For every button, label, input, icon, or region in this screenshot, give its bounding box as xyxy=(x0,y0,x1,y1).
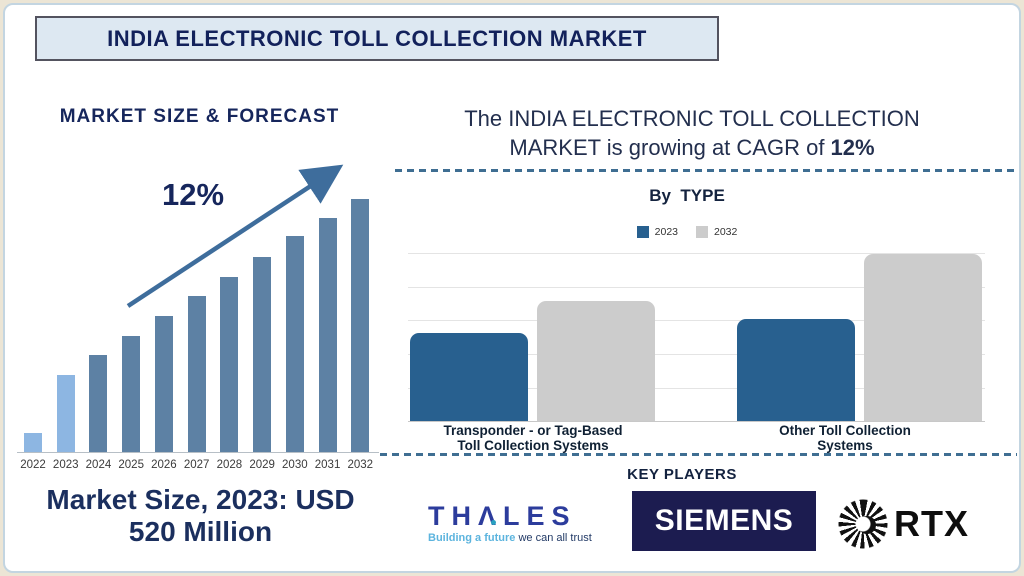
forecast-year-label-2031: 2031 xyxy=(314,459,341,471)
forecast-year-label-2025: 2025 xyxy=(118,459,144,471)
legend-item-2032: 2032 xyxy=(696,226,737,238)
forecast-bar-chart xyxy=(17,198,387,452)
legend-item-2023: 2023 xyxy=(636,226,678,238)
forecast-bar-2032 xyxy=(351,199,370,452)
rtx-core-icon xyxy=(858,516,876,534)
forecast-bar-2030 xyxy=(285,236,304,452)
bytype-bar-2023-group1 xyxy=(410,333,528,421)
gridline xyxy=(408,287,985,288)
category-label-other-line1: Other Toll Collection xyxy=(779,423,911,438)
forecast-bar-2023 xyxy=(56,375,75,452)
forecast-bar-2026 xyxy=(154,316,173,452)
forecast-year-label-2023: 2023 xyxy=(52,459,79,471)
by-type-bar-chart xyxy=(408,253,985,422)
legend-swatch-2023 xyxy=(636,226,649,238)
cagr-statement: The INDIA ELECTRONIC TOLL COLLECTION MAR… xyxy=(402,104,982,162)
dashed-divider-bottom xyxy=(380,453,1017,456)
market-size-caption: Market Size, 2023: USD 520 Million xyxy=(13,484,388,548)
bytype-bar-2032-group1 xyxy=(537,301,655,421)
forecast-year-label-2030: 2030 xyxy=(282,459,308,471)
forecast-bar-2024 xyxy=(89,355,108,452)
gridline xyxy=(408,354,985,355)
cagr-statement-line2: MARKET is growing at CAGR of 12% xyxy=(402,133,982,162)
page-title: INDIA ELECTRONIC TOLL COLLECTION MARKET xyxy=(107,25,647,51)
category-label-transponder-line1: Transponder - or Tag-Based xyxy=(443,423,623,438)
forecast-bar-2029 xyxy=(253,257,272,452)
forecast-bar-2028 xyxy=(220,277,239,452)
key-players-heading: KEY PLAYERS xyxy=(627,466,737,483)
category-label-transponder: Transponder - or Tag-Based Toll Collecti… xyxy=(408,423,658,453)
forecast-year-label-2028: 2028 xyxy=(216,459,243,471)
gridline xyxy=(408,320,985,321)
rtx-logo: RTX xyxy=(838,497,988,551)
forecast-year-labels: 2022 2023 2024 2025 2026 2027 2028 2029 2030 2031… xyxy=(17,459,397,473)
forecast-year-label-2022: 2022 xyxy=(20,459,46,471)
forecast-bar-2025 xyxy=(122,336,141,452)
siemens-wordmark: SIEMENS xyxy=(654,504,794,537)
forecast-year-label-2029: 2029 xyxy=(249,459,275,471)
forecast-bar-2031 xyxy=(318,218,337,452)
forecast-year-label-2027: 2027 xyxy=(183,459,210,471)
forecast-year-label-2024: 2024 xyxy=(85,459,112,471)
title-banner: INDIA ELECTRONIC TOLL COLLECTION MARKET xyxy=(35,16,719,61)
thales-tagline-dark: we can all trust xyxy=(518,532,592,544)
rtx-sunburst-icon xyxy=(838,499,888,549)
growth-percentage-label: 12% xyxy=(162,177,225,212)
forecast-year-label-2026: 2026 xyxy=(151,459,177,471)
dashed-divider-top xyxy=(395,169,1015,172)
category-label-transponder-line2: Toll Collection Systems xyxy=(457,438,609,453)
rtx-wordmark: RTX xyxy=(894,503,969,544)
gridline xyxy=(408,253,985,254)
by-type-axis-line xyxy=(408,421,985,422)
cagr-line2-prefix: MARKET is growing at CAGR of xyxy=(509,135,831,160)
legend-label-2023: 2023 xyxy=(654,226,678,238)
siemens-logo: SIEMENS xyxy=(632,491,816,551)
legend-swatch-2032 xyxy=(696,226,708,238)
gridline xyxy=(408,388,985,389)
market-size-caption-line1: Market Size, 2023: USD xyxy=(46,484,355,515)
cagr-value: 12% xyxy=(830,135,875,160)
chart-legend: 2023 2032 xyxy=(402,224,972,240)
bytype-bar-2023-group2 xyxy=(737,319,855,421)
infographic-card: INDIA ELECTRONIC TOLL COLLECTION MARKET … xyxy=(3,3,1021,573)
thales-dot-icon xyxy=(491,520,496,525)
thales-tagline-light: Building a future xyxy=(428,532,519,544)
forecast-axis-line xyxy=(17,452,379,453)
thales-logo: THΛLES Building a future we can all trus… xyxy=(428,501,613,545)
bytype-bar-2032-group2 xyxy=(864,254,982,421)
cagr-statement-line1: The INDIA ELECTRONIC TOLL COLLECTION xyxy=(464,106,920,131)
forecast-bar-2022 xyxy=(24,433,42,452)
thales-tagline: Building a future we can all trust xyxy=(428,532,613,544)
forecast-year-label-2032: 2032 xyxy=(347,459,374,471)
market-size-forecast-heading: MARKET SIZE & FORECAST xyxy=(59,106,340,127)
by-type-heading: By TYPE xyxy=(649,186,725,205)
legend-label-2032: 2032 xyxy=(714,226,738,238)
category-label-other-line2: Systems xyxy=(817,438,873,453)
category-label-other: Other Toll Collection Systems xyxy=(720,423,970,453)
thales-wordmark: THΛLES xyxy=(428,501,577,531)
market-size-caption-line2: 520 Million xyxy=(128,516,273,547)
forecast-bar-2027 xyxy=(187,296,206,452)
